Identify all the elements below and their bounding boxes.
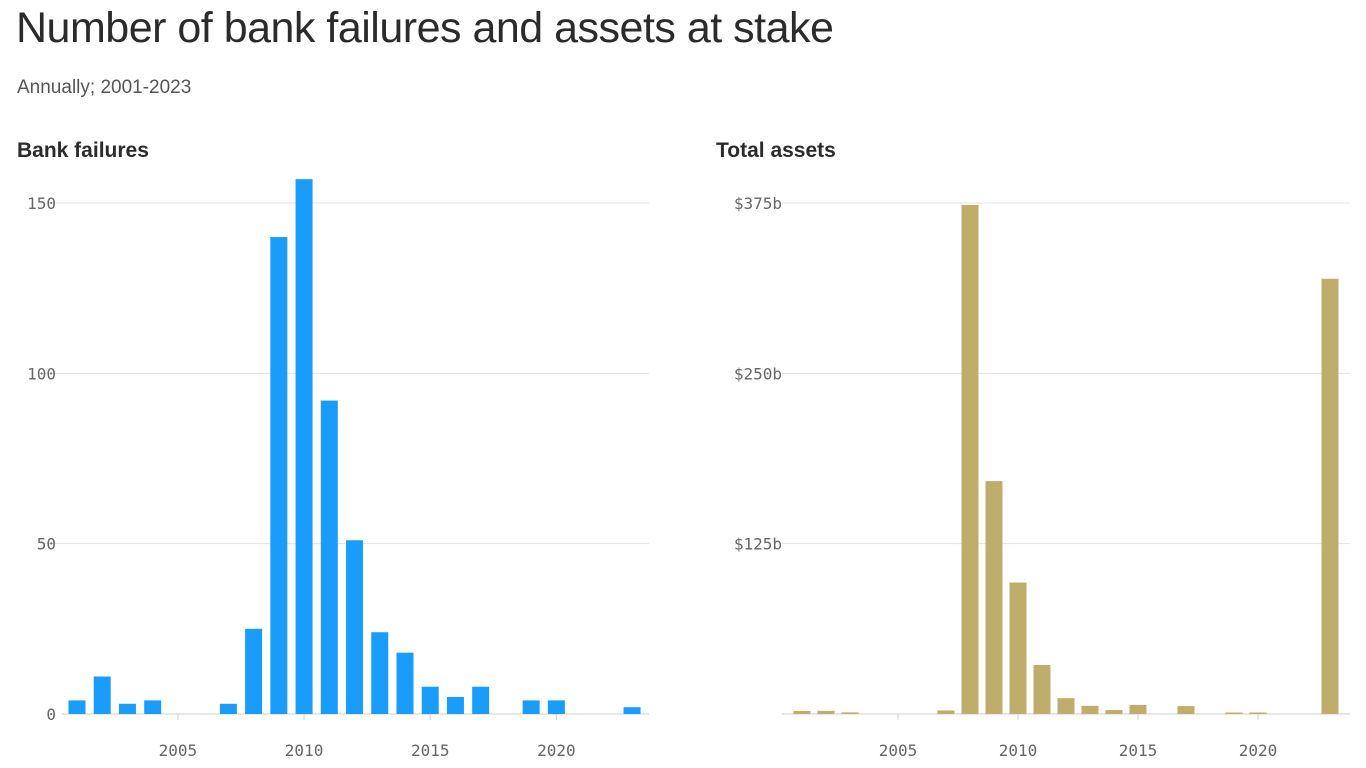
assets-bar-2020[interactable] bbox=[1249, 712, 1267, 715]
failures-x-tick-label: 2005 bbox=[159, 741, 198, 760]
assets-bar-2002[interactable] bbox=[817, 710, 835, 714]
failures-bar-2004[interactable] bbox=[144, 700, 162, 714]
failures-x-tick-label: 2020 bbox=[537, 741, 576, 760]
failures-bar-2013[interactable] bbox=[371, 632, 389, 714]
assets-bar-2009[interactable] bbox=[985, 481, 1003, 714]
total-assets-chart: $125b $250b $375b 2005 2010 2015 2020 bbox=[734, 194, 1350, 760]
failures-bar-2015[interactable] bbox=[421, 686, 439, 714]
assets-bar-2015[interactable] bbox=[1129, 704, 1147, 714]
failures-x-tick-label: 2010 bbox=[285, 741, 324, 760]
failures-bar-2014[interactable] bbox=[396, 652, 414, 714]
failures-bar-2020[interactable] bbox=[547, 700, 565, 714]
assets-x-tick-label: 2005 bbox=[879, 741, 918, 760]
failures-bar-2012[interactable] bbox=[346, 540, 364, 714]
assets-bar-2007[interactable] bbox=[937, 710, 955, 714]
assets-bar-2011[interactable] bbox=[1033, 664, 1051, 714]
page-title: Number of bank failures and assets at st… bbox=[16, 4, 834, 52]
bank-failures-chart: 0 50 100 150 2005 2010 2015 2020 bbox=[27, 179, 649, 760]
assets-bar-2017[interactable] bbox=[1177, 706, 1195, 714]
failures-y-tick-label: 150 bbox=[27, 194, 56, 213]
failures-bar-2011[interactable] bbox=[320, 400, 338, 714]
assets-bar-2010[interactable] bbox=[1009, 582, 1027, 714]
failures-bar-2009[interactable] bbox=[270, 237, 288, 715]
bank-failures-chart-title: Bank failures bbox=[17, 139, 149, 162]
assets-bar-2012[interactable] bbox=[1057, 698, 1075, 714]
failures-bar-2001[interactable] bbox=[68, 700, 86, 714]
assets-bar-2003[interactable] bbox=[841, 712, 859, 714]
failures-y-tick-label: 50 bbox=[37, 535, 56, 554]
assets-bar-2008[interactable] bbox=[961, 204, 979, 715]
assets-bar-2019[interactable] bbox=[1225, 712, 1243, 715]
failures-bar-2017[interactable] bbox=[472, 686, 490, 714]
failures-bar-2019[interactable] bbox=[522, 700, 540, 714]
assets-y-tick-label: $250b bbox=[734, 364, 782, 383]
failures-bar-2008[interactable] bbox=[245, 628, 263, 714]
failures-bar-2023[interactable] bbox=[623, 707, 641, 714]
page-subtitle: Annually; 2001-2023 bbox=[17, 77, 192, 98]
failures-bar-2003[interactable] bbox=[118, 703, 136, 714]
failures-bar-2007[interactable] bbox=[219, 703, 237, 714]
assets-bar-2001[interactable] bbox=[793, 711, 811, 714]
assets-x-tick-label: 2015 bbox=[1119, 741, 1158, 760]
failures-bar-2002[interactable] bbox=[93, 676, 111, 714]
assets-bar-2014[interactable] bbox=[1105, 710, 1123, 714]
assets-bar-2013[interactable] bbox=[1081, 705, 1099, 714]
assets-bar-2023[interactable] bbox=[1321, 278, 1339, 714]
assets-x-tick-label: 2010 bbox=[999, 741, 1038, 760]
assets-y-tick-label: $375b bbox=[734, 194, 782, 213]
failures-bar-2016[interactable] bbox=[446, 696, 464, 714]
total-assets-chart-title: Total assets bbox=[716, 139, 836, 162]
failures-y-tick-label: 0 bbox=[46, 705, 56, 724]
failures-bar-2010[interactable] bbox=[295, 179, 313, 715]
assets-y-tick-label: $125b bbox=[734, 535, 782, 554]
failures-y-tick-label: 100 bbox=[27, 364, 56, 383]
assets-x-tick-label: 2020 bbox=[1239, 741, 1278, 760]
failures-x-tick-label: 2015 bbox=[411, 741, 450, 760]
